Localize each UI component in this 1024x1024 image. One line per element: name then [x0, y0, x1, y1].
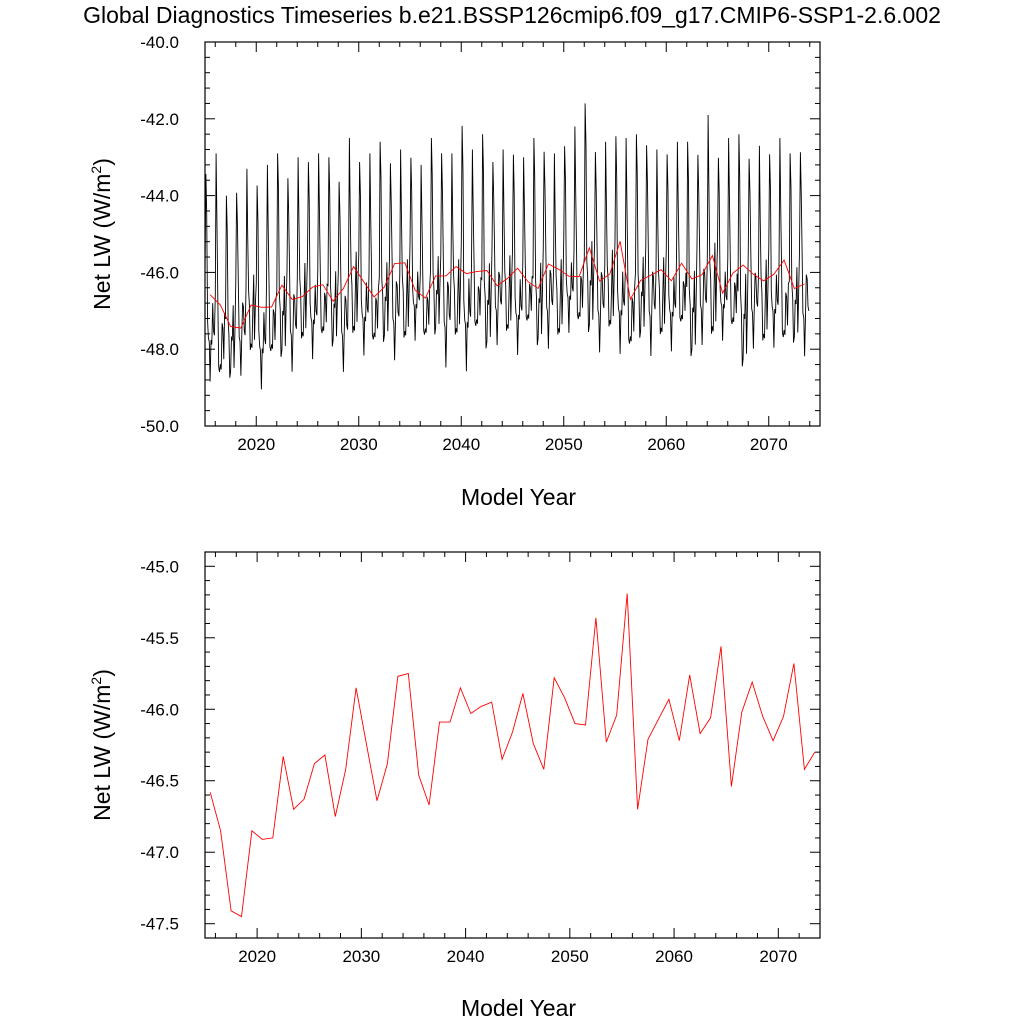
x-tick-label: 2030	[342, 947, 380, 966]
x-tick-label: 2030	[340, 435, 378, 454]
y-tick-label: -45.0	[140, 557, 179, 576]
y-tick-label: -44.0	[140, 187, 179, 206]
x-tick-label: 2060	[655, 947, 693, 966]
x-tick-label: 2060	[647, 435, 685, 454]
y-tick-label: -45.5	[140, 629, 179, 648]
y-axis-title-close: )	[89, 158, 115, 166]
x-tick-label: 2070	[759, 947, 797, 966]
y-axis-title-main: Net LW (W/m	[89, 174, 115, 310]
x-tick-label: 2020	[238, 947, 276, 966]
x-axis-title: Model Year	[461, 995, 576, 1021]
y-tick-label: -46.0	[140, 263, 179, 282]
y-axis-title-superscript: 2	[88, 166, 104, 174]
y-axis-title-superscript: 2	[88, 677, 104, 685]
y-tick-label: -50.0	[140, 417, 179, 436]
y-tick-label: -47.0	[140, 843, 179, 862]
plot-frame	[204, 551, 821, 939]
x-axis-title: Model Year	[461, 484, 576, 510]
y-axis-title-close: )	[89, 669, 115, 677]
y-tick-label: -40.0	[140, 33, 179, 52]
y-axis-title: Net LW (W/m2)	[88, 158, 115, 310]
series-line-annual	[209, 593, 816, 918]
y-tick-label: -46.0	[140, 700, 179, 719]
y-tick-label: -48.0	[140, 340, 179, 359]
x-tick-label: 2020	[237, 435, 275, 454]
y-tick-label: -47.5	[140, 915, 179, 934]
series-line-annual	[209, 241, 805, 329]
chart-top: 2020 2030 2040 2050 2060 2070 -50.0 -48.0 -46.0 -…	[88, 33, 821, 510]
y-axis-title: Net LW (W/m2)	[88, 669, 115, 821]
x-tick-label: 2040	[447, 947, 485, 966]
chart-bottom: 2020 2030 2040 2050 2060 2070 -47.5 -47.0 -46.5 -…	[88, 551, 821, 1021]
y-tick-label: -46.5	[140, 772, 179, 791]
y-tick-label: -42.0	[140, 110, 179, 129]
series-line-monthly	[205, 103, 810, 390]
page-title: Global Diagnostics Timeseries b.e21.BSSP…	[83, 2, 941, 28]
x-tick-label: 2070	[750, 435, 788, 454]
x-tick-label: 2050	[551, 947, 589, 966]
x-tick-label: 2040	[442, 435, 480, 454]
y-axis-title-main: Net LW (W/m	[89, 685, 115, 821]
x-tick-label: 2050	[545, 435, 583, 454]
